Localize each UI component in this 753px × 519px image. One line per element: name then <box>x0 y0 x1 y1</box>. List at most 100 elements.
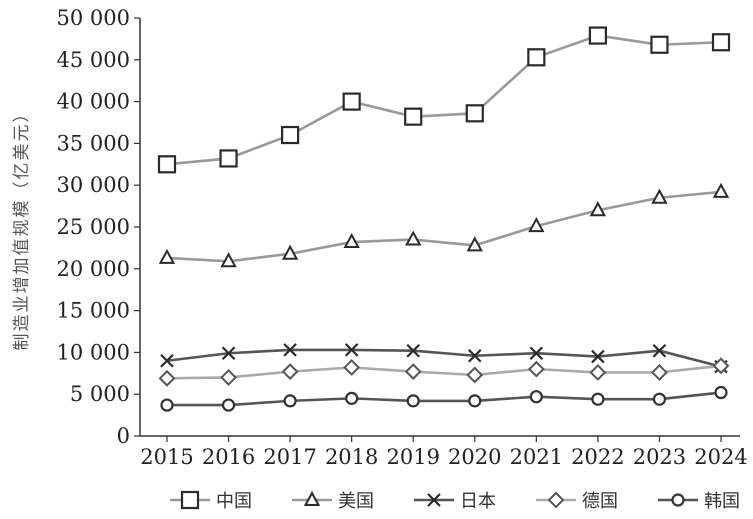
y-tick-group: 0 5 000 10 000 15 000 20 000 25 000 30 000 35 0… <box>57 6 140 448</box>
y-tick-label: 25 000 <box>57 215 130 239</box>
data-point <box>343 359 361 376</box>
legend-label: 美国 <box>338 491 374 512</box>
data-point <box>160 353 174 368</box>
y-tick-label: 15 000 <box>57 299 130 323</box>
y-tick-label: 5 000 <box>70 382 130 406</box>
series-2 <box>160 343 728 374</box>
data-point <box>651 364 668 381</box>
x-tick-label: 2015 <box>140 445 193 469</box>
x-tick-label: 2021 <box>510 445 563 469</box>
x-tick-label: 2016 <box>202 445 255 469</box>
y-tick-label: 10 000 <box>57 340 130 364</box>
legend-label: 中国 <box>216 491 252 512</box>
data-point <box>468 348 482 363</box>
data-point <box>220 252 237 268</box>
data-point <box>528 217 545 233</box>
data-point <box>283 394 297 408</box>
legend-marker <box>303 490 321 506</box>
data-point <box>714 385 728 400</box>
legend-item: 德国 <box>536 491 618 512</box>
series-line <box>167 391 722 407</box>
data-point <box>589 201 607 217</box>
x-tick-label: 2024 <box>694 445 747 469</box>
data-point <box>527 360 545 378</box>
y-tick-label: 0 <box>117 424 130 448</box>
y-axis-label: 制造业增加值规模（亿美元） <box>12 104 32 351</box>
data-point <box>220 369 237 386</box>
data-point <box>466 236 483 252</box>
data-point <box>281 125 300 145</box>
legend-marker <box>180 490 200 510</box>
y-tick-label: 40 000 <box>57 90 130 114</box>
data-point <box>468 394 482 408</box>
data-point <box>158 369 176 387</box>
x-tick-label: 2023 <box>633 445 686 469</box>
x-tick-label: 2017 <box>263 445 316 469</box>
data-point <box>650 35 669 54</box>
x-tick-label: 2018 <box>325 445 378 469</box>
data-point <box>529 390 543 404</box>
data-point <box>527 48 546 67</box>
x-tick-label: 2022 <box>571 445 624 469</box>
y-tick-label: 35 000 <box>57 131 130 155</box>
data-point <box>588 26 607 45</box>
data-point <box>345 391 359 405</box>
data-point <box>591 392 605 406</box>
legend-marker <box>427 493 441 507</box>
legend-label: 德国 <box>582 491 618 512</box>
data-point <box>652 343 667 358</box>
data-point <box>343 232 360 249</box>
x-tick-label: 2019 <box>386 445 439 469</box>
legend: 中国 美国 日本 德国 韩国 <box>170 490 740 512</box>
data-point <box>711 33 731 52</box>
data-point <box>651 188 668 204</box>
data-point <box>404 363 422 381</box>
data-point <box>160 398 174 412</box>
y-tick-label: 50 000 <box>57 6 130 30</box>
data-point <box>406 343 420 358</box>
series-line <box>166 364 722 380</box>
legend-item: 中国 <box>170 490 252 512</box>
data-point <box>157 155 177 174</box>
y-tick-label: 30 000 <box>57 173 130 197</box>
data-point <box>712 182 730 198</box>
data-point <box>221 398 236 412</box>
data-point <box>591 349 605 364</box>
data-point <box>281 244 299 260</box>
legend-marker <box>547 491 565 509</box>
series-3 <box>158 357 730 387</box>
data-point <box>221 346 236 361</box>
data-point <box>465 104 484 123</box>
data-point <box>589 364 607 381</box>
legend-item: 美国 <box>292 490 374 512</box>
data-point <box>219 149 238 168</box>
x-tick-group: 2015 2016 2017 2018 2019 2020 2021 2022 2023 2024 <box>140 436 748 469</box>
data-point <box>466 366 484 384</box>
data-point <box>652 392 667 406</box>
series-line <box>166 190 722 263</box>
data-point <box>404 107 423 126</box>
legend-item: 韩国 <box>658 491 740 512</box>
x-tick-label: 2020 <box>448 445 501 469</box>
series-group <box>157 26 731 412</box>
series-line <box>166 34 722 166</box>
y-tick-label: 20 000 <box>57 257 130 281</box>
y-tick-label: 45 000 <box>57 48 130 72</box>
legend-label: 日本 <box>460 491 496 512</box>
data-point <box>281 363 299 381</box>
series-line <box>166 348 722 368</box>
series-0 <box>157 26 731 174</box>
data-point <box>712 357 730 375</box>
legend-label: 韩国 <box>704 491 740 512</box>
data-point <box>344 343 359 357</box>
data-point <box>158 248 176 264</box>
series-4 <box>160 385 728 412</box>
legend-item: 日本 <box>414 491 496 512</box>
data-point <box>406 394 420 408</box>
series-1 <box>158 182 730 268</box>
data-point <box>405 230 422 246</box>
legend-marker <box>671 493 685 507</box>
data-point <box>283 343 297 357</box>
data-point <box>529 346 544 361</box>
